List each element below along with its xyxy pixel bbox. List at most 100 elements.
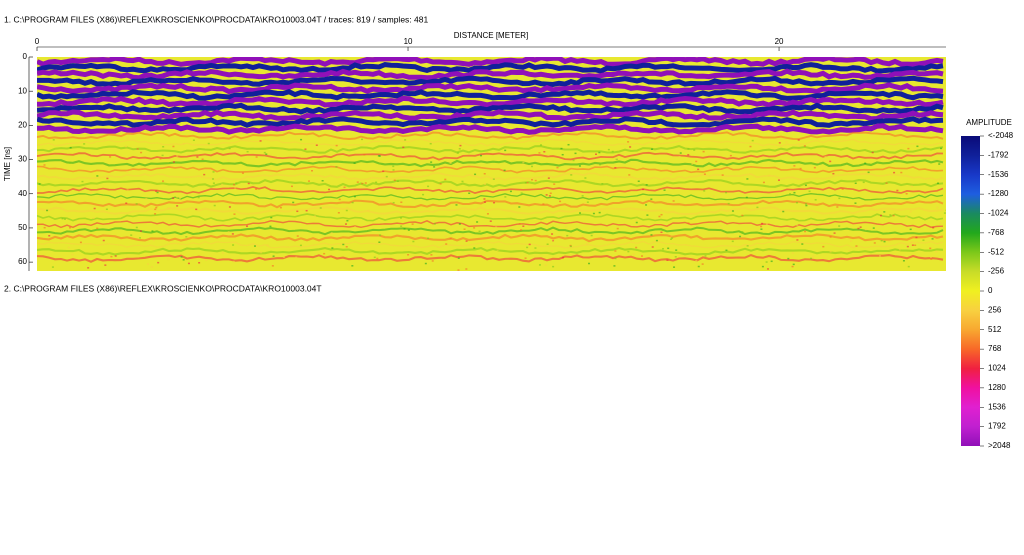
texture-speck bbox=[96, 227, 99, 230]
texture-speck bbox=[673, 266, 676, 268]
colorbar-tick-label: 256 bbox=[988, 305, 1002, 314]
texture-speck bbox=[376, 257, 379, 260]
texture-speck bbox=[725, 249, 728, 252]
texture-speck bbox=[544, 264, 547, 266]
texture-speck bbox=[561, 153, 564, 156]
texture-speck bbox=[99, 195, 102, 197]
texture-speck bbox=[151, 230, 154, 232]
texture-speck bbox=[939, 222, 942, 225]
texture-speck bbox=[531, 165, 534, 168]
texture-speck bbox=[172, 161, 175, 163]
texture-speck bbox=[889, 214, 892, 216]
texture-speck bbox=[346, 219, 349, 222]
texture-speck bbox=[898, 248, 901, 251]
texture-speck bbox=[635, 221, 638, 224]
y-tick-label: 60 bbox=[18, 257, 27, 266]
texture-speck bbox=[265, 153, 268, 155]
texture-speck bbox=[444, 235, 447, 237]
texture-speck bbox=[457, 269, 460, 271]
texture-speck bbox=[198, 262, 201, 264]
texture-band bbox=[37, 253, 944, 263]
texture-speck bbox=[307, 180, 310, 182]
texture-speck bbox=[140, 151, 143, 154]
texture-speck bbox=[579, 212, 582, 214]
texture-speck bbox=[478, 230, 481, 233]
texture-speck bbox=[943, 212, 946, 214]
texture-speck bbox=[413, 236, 416, 238]
texture-band bbox=[37, 172, 944, 181]
texture-speck bbox=[892, 214, 895, 217]
texture-speck bbox=[87, 267, 90, 269]
texture-speck bbox=[756, 206, 759, 209]
texture-speck bbox=[935, 250, 938, 253]
texture-speck bbox=[38, 183, 41, 185]
texture-speck bbox=[778, 142, 781, 144]
texture-speck bbox=[547, 154, 550, 156]
texture-speck bbox=[504, 149, 507, 152]
texture-speck bbox=[126, 137, 129, 139]
texture-speck bbox=[581, 235, 584, 237]
texture-speck bbox=[282, 256, 285, 258]
texture-speck bbox=[534, 247, 537, 249]
texture-speck bbox=[543, 150, 546, 153]
texture-speck bbox=[427, 237, 430, 240]
texture-band bbox=[37, 226, 944, 236]
texture-speck bbox=[789, 193, 792, 195]
texture-speck bbox=[666, 259, 669, 261]
texture-speck bbox=[766, 268, 769, 270]
texture-speck bbox=[601, 183, 604, 185]
texture-speck bbox=[114, 255, 117, 257]
texture-speck bbox=[526, 181, 529, 184]
texture-speck bbox=[627, 250, 630, 253]
texture-speck bbox=[632, 253, 635, 255]
texture-speck bbox=[836, 206, 839, 208]
texture-speck bbox=[52, 139, 55, 141]
texture-speck bbox=[253, 245, 256, 247]
texture-speck bbox=[154, 213, 157, 215]
texture-speck bbox=[150, 266, 153, 268]
texture-speck bbox=[695, 160, 698, 163]
texture-speck bbox=[655, 239, 658, 242]
texture-speck bbox=[929, 256, 932, 259]
texture-speck bbox=[159, 158, 162, 160]
texture-speck bbox=[232, 260, 235, 263]
texture-band bbox=[37, 144, 944, 154]
texture-speck bbox=[687, 222, 690, 224]
texture-speck bbox=[239, 257, 242, 260]
texture-speck bbox=[69, 226, 72, 229]
texture-speck bbox=[461, 180, 464, 183]
texture-speck bbox=[353, 195, 356, 198]
texture-speck bbox=[279, 206, 282, 209]
colorbar-tick-label: -256 bbox=[988, 267, 1005, 276]
texture-speck bbox=[731, 210, 734, 212]
texture-band bbox=[37, 89, 944, 101]
texture-speck bbox=[187, 262, 190, 265]
texture-speck bbox=[761, 265, 764, 268]
texture-speck bbox=[775, 194, 778, 196]
texture-speck bbox=[486, 213, 489, 215]
texture-speck bbox=[402, 146, 405, 149]
texture-speck bbox=[272, 255, 275, 257]
texture-speck bbox=[270, 216, 273, 219]
texture-speck bbox=[40, 156, 43, 159]
texture-speck bbox=[561, 256, 564, 259]
texture-speck bbox=[154, 208, 157, 211]
texture-speck bbox=[841, 188, 844, 190]
texture-speck bbox=[300, 138, 303, 141]
texture-band bbox=[37, 68, 944, 81]
texture-speck bbox=[804, 203, 807, 205]
texture-speck bbox=[290, 185, 293, 188]
colorbar-tick-label: >2048 bbox=[988, 441, 1011, 450]
texture-speck bbox=[473, 227, 476, 229]
texture-speck bbox=[910, 241, 913, 243]
texture-speck bbox=[518, 206, 521, 208]
texture-speck bbox=[873, 242, 876, 244]
x-tick-label: 0 bbox=[35, 37, 40, 46]
texture-speck bbox=[637, 180, 640, 183]
texture-speck bbox=[255, 156, 258, 158]
texture-band bbox=[37, 240, 944, 249]
texture-speck bbox=[551, 239, 554, 241]
texture-speck bbox=[152, 231, 155, 233]
texture-speck bbox=[361, 138, 364, 141]
